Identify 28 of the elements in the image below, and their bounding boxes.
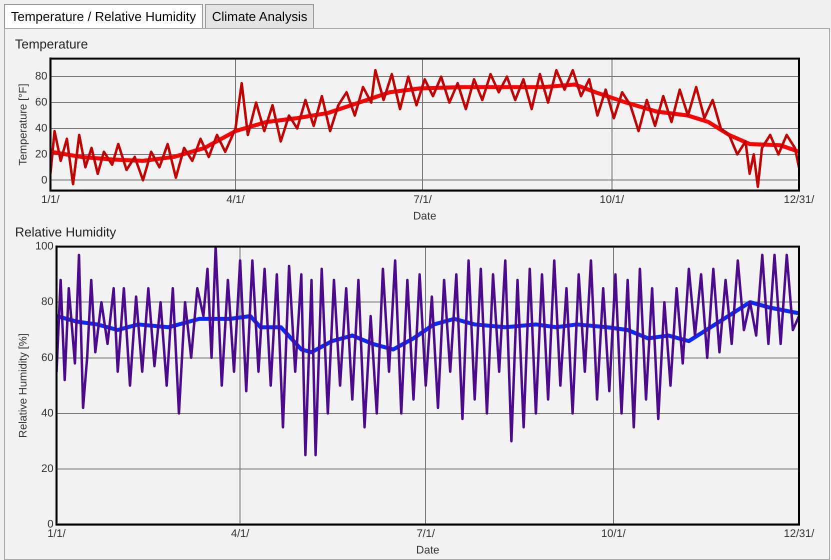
y-tick-label: 20 xyxy=(35,148,48,160)
x-tick-label: 4/1/ xyxy=(226,194,246,206)
chart-title: Relative Humidity xyxy=(15,224,117,240)
y-tick-label: 40 xyxy=(35,122,48,135)
x-tick-label: 1/1/ xyxy=(41,194,61,206)
x-tick-label: 12/31/ xyxy=(784,528,816,540)
x-tick-label: 10/1/ xyxy=(601,528,627,540)
y-tick-label: 0 xyxy=(41,174,48,186)
x-tick-label: 10/1/ xyxy=(600,194,626,206)
y-tick-label: 100 xyxy=(35,240,54,253)
chart-title: Temperature xyxy=(15,36,88,52)
x-axis-title: Date xyxy=(413,210,436,222)
y-tick-label: 40 xyxy=(41,407,54,420)
y-tick-label: 80 xyxy=(41,296,54,308)
x-tick-label: 1/1/ xyxy=(47,528,67,540)
x-tick-label: 7/1/ xyxy=(413,194,433,206)
y-axis-title: Relative Humidity [%] xyxy=(18,333,30,438)
x-tick-label: 7/1/ xyxy=(416,528,436,540)
y-tick-label: 60 xyxy=(41,352,54,364)
x-axis-title: Date xyxy=(416,544,440,556)
y-axis-title: Temperature [°F] xyxy=(18,84,30,166)
x-tick-label: 12/31/ xyxy=(784,194,816,206)
y-tick-label: 80 xyxy=(35,70,48,83)
y-tick-label: 60 xyxy=(35,96,48,109)
y-tick-label: 20 xyxy=(41,463,54,476)
text: Temperature / Relative Humidity xyxy=(4,4,203,28)
text: Climate Analysis xyxy=(204,4,314,28)
x-tick-label: 4/1/ xyxy=(230,528,250,540)
